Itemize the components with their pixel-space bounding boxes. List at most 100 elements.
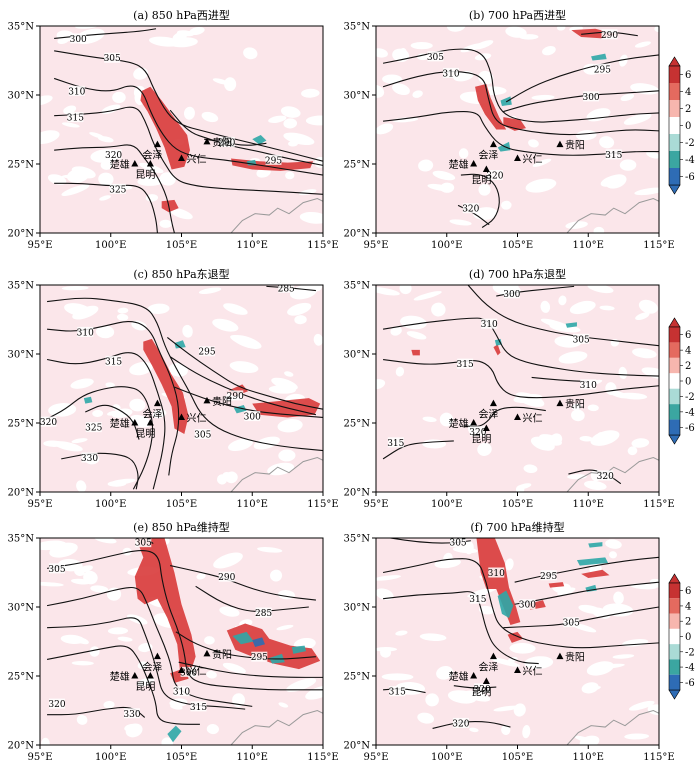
white-patch [620, 93, 635, 102]
x-tick-label: 115°E [307, 240, 338, 251]
white-patch [631, 438, 650, 448]
white-patch [278, 702, 289, 708]
white-patch [184, 106, 195, 120]
white-patch [376, 575, 401, 581]
anomaly-shading-red [143, 338, 189, 435]
city-marker [131, 419, 139, 426]
white-patch [516, 483, 532, 490]
white-patch [66, 168, 89, 183]
city-label: 会泽 [478, 408, 498, 421]
contour-line [383, 358, 659, 399]
contour-label-bg [123, 708, 140, 719]
contour-label: 305 [427, 53, 444, 63]
contour-label-bg [519, 599, 536, 610]
coastline [230, 709, 323, 745]
city-marker [489, 652, 497, 660]
x-tick-label: 115°E [643, 499, 674, 510]
contour-line [61, 452, 139, 490]
white-patch [392, 117, 419, 123]
white-patch [107, 410, 119, 416]
city-marker [482, 165, 490, 173]
white-patch [105, 382, 115, 388]
contour-label: 315 [105, 357, 122, 367]
contour-label-bg [48, 563, 65, 574]
y-tick-label: 25°N [344, 160, 371, 171]
contour-label: 305 [449, 539, 466, 549]
colorbar-segment [669, 659, 680, 675]
contour-label-bg [67, 112, 84, 123]
contour-label: 305 [573, 335, 590, 345]
white-patch [539, 434, 562, 446]
white-patch [586, 661, 614, 676]
x-tick-label: 100°E [95, 752, 126, 763]
city-label: 贵阳 [212, 136, 232, 149]
white-patch [129, 398, 146, 412]
city-marker [556, 399, 564, 407]
white-patch [92, 409, 104, 417]
white-patch [93, 538, 117, 544]
white-patch [647, 704, 659, 715]
white-patch [43, 440, 64, 447]
contour-line [496, 285, 575, 297]
white-patch [412, 90, 423, 98]
contour-label-bg [387, 437, 404, 448]
white-patch [641, 367, 659, 380]
contour-line [174, 386, 323, 419]
city-marker [470, 160, 478, 167]
contour-label: 295 [251, 653, 268, 663]
contour-label-bg [583, 91, 600, 102]
contour-line [531, 376, 589, 383]
contour-label: 285 [255, 609, 272, 619]
contour-line [467, 285, 659, 347]
contour-label: 330 [123, 710, 140, 720]
contour-label-bg [173, 686, 190, 697]
colorbar-segment [669, 404, 680, 420]
x-tick-label: 110°E [573, 499, 604, 510]
colorbar-1: 6 4 2 0 -2 -4 -6 [668, 56, 695, 195]
white-patch [49, 542, 78, 558]
white-patch [117, 307, 129, 314]
contour-line [382, 440, 454, 460]
city-label: 昆明 [471, 687, 491, 699]
contour-line [581, 31, 638, 37]
x-tick-label: 110°E [237, 240, 268, 251]
white-patch [159, 219, 172, 228]
y-tick-label: 20°N [8, 229, 35, 240]
white-patch [382, 74, 403, 84]
contour-label-bg [218, 571, 235, 582]
white-patch [431, 302, 446, 317]
city-label: 楚雄 [110, 417, 130, 430]
white-patch [225, 471, 238, 484]
city-label: 昆明 [471, 434, 491, 446]
panel-title: (b) 700 hPa西进型 [469, 8, 566, 22]
panel-title: (c) 850 hPa东退型 [133, 267, 229, 281]
colorbar-segment [669, 168, 680, 185]
anomaly-shading-blue [252, 637, 265, 648]
white-patch [579, 436, 593, 442]
white-patch [490, 657, 520, 667]
white-patch [287, 302, 312, 316]
white-patch [469, 727, 479, 733]
y-tick-label: 30°N [344, 91, 371, 102]
anomaly-shading-red [581, 569, 610, 579]
contour-line [390, 538, 471, 544]
white-patch [107, 627, 129, 635]
colorbar-label: -4 [685, 155, 695, 166]
white-patch [278, 449, 296, 462]
contour-label: 315 [457, 360, 474, 370]
colorbar-label: -6 [685, 423, 695, 434]
contour-label-bg [469, 426, 486, 437]
white-patch [223, 303, 248, 315]
white-patch [540, 300, 551, 313]
white-patch [70, 378, 94, 389]
white-patch [599, 305, 615, 311]
coastline [230, 197, 323, 233]
white-patch [206, 670, 217, 679]
x-tick-label: 105°E [166, 499, 197, 510]
city-marker [556, 140, 564, 148]
white-patch [116, 313, 129, 321]
contour-line [53, 77, 323, 176]
white-patch [61, 286, 89, 291]
